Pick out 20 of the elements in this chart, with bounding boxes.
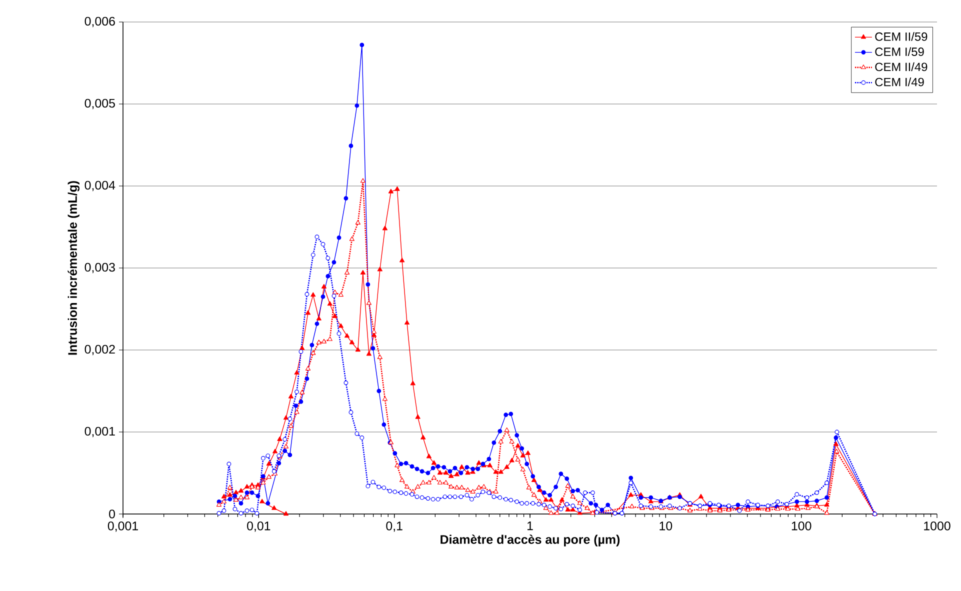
- legend-label: CEM II/49: [875, 62, 928, 72]
- x-tick-label: 100: [792, 522, 812, 530]
- y-tick-label: 0,002: [84, 344, 115, 356]
- y-tick-label: 0,004: [84, 180, 116, 192]
- x-tick-label: 10: [660, 522, 672, 530]
- legend-label: CEM I/49: [875, 78, 924, 86]
- y-tick-label: 0,001: [84, 426, 115, 438]
- y-tick-label: 0,006: [84, 16, 115, 28]
- x-tick-label: 0,01: [247, 522, 270, 532]
- x-axis-title: Diamètre d'accès au pore (µm): [440, 534, 620, 546]
- y-axis-title: Intrusion incrémentale (mL/g): [68, 181, 80, 355]
- x-tick-label: 1000: [924, 522, 950, 530]
- y-tick-label: 0,003: [84, 262, 115, 274]
- legend-label: CEM II/59: [875, 32, 928, 41]
- y-tick-label: 0,005: [84, 98, 115, 110]
- x-tick-label: 1: [527, 522, 533, 530]
- y-tick-label: 0: [109, 510, 115, 518]
- x-tick-label: 0,1: [386, 522, 402, 532]
- x-tick-label: 0,001: [108, 522, 138, 532]
- legend-label: CEM I/59: [875, 47, 924, 56]
